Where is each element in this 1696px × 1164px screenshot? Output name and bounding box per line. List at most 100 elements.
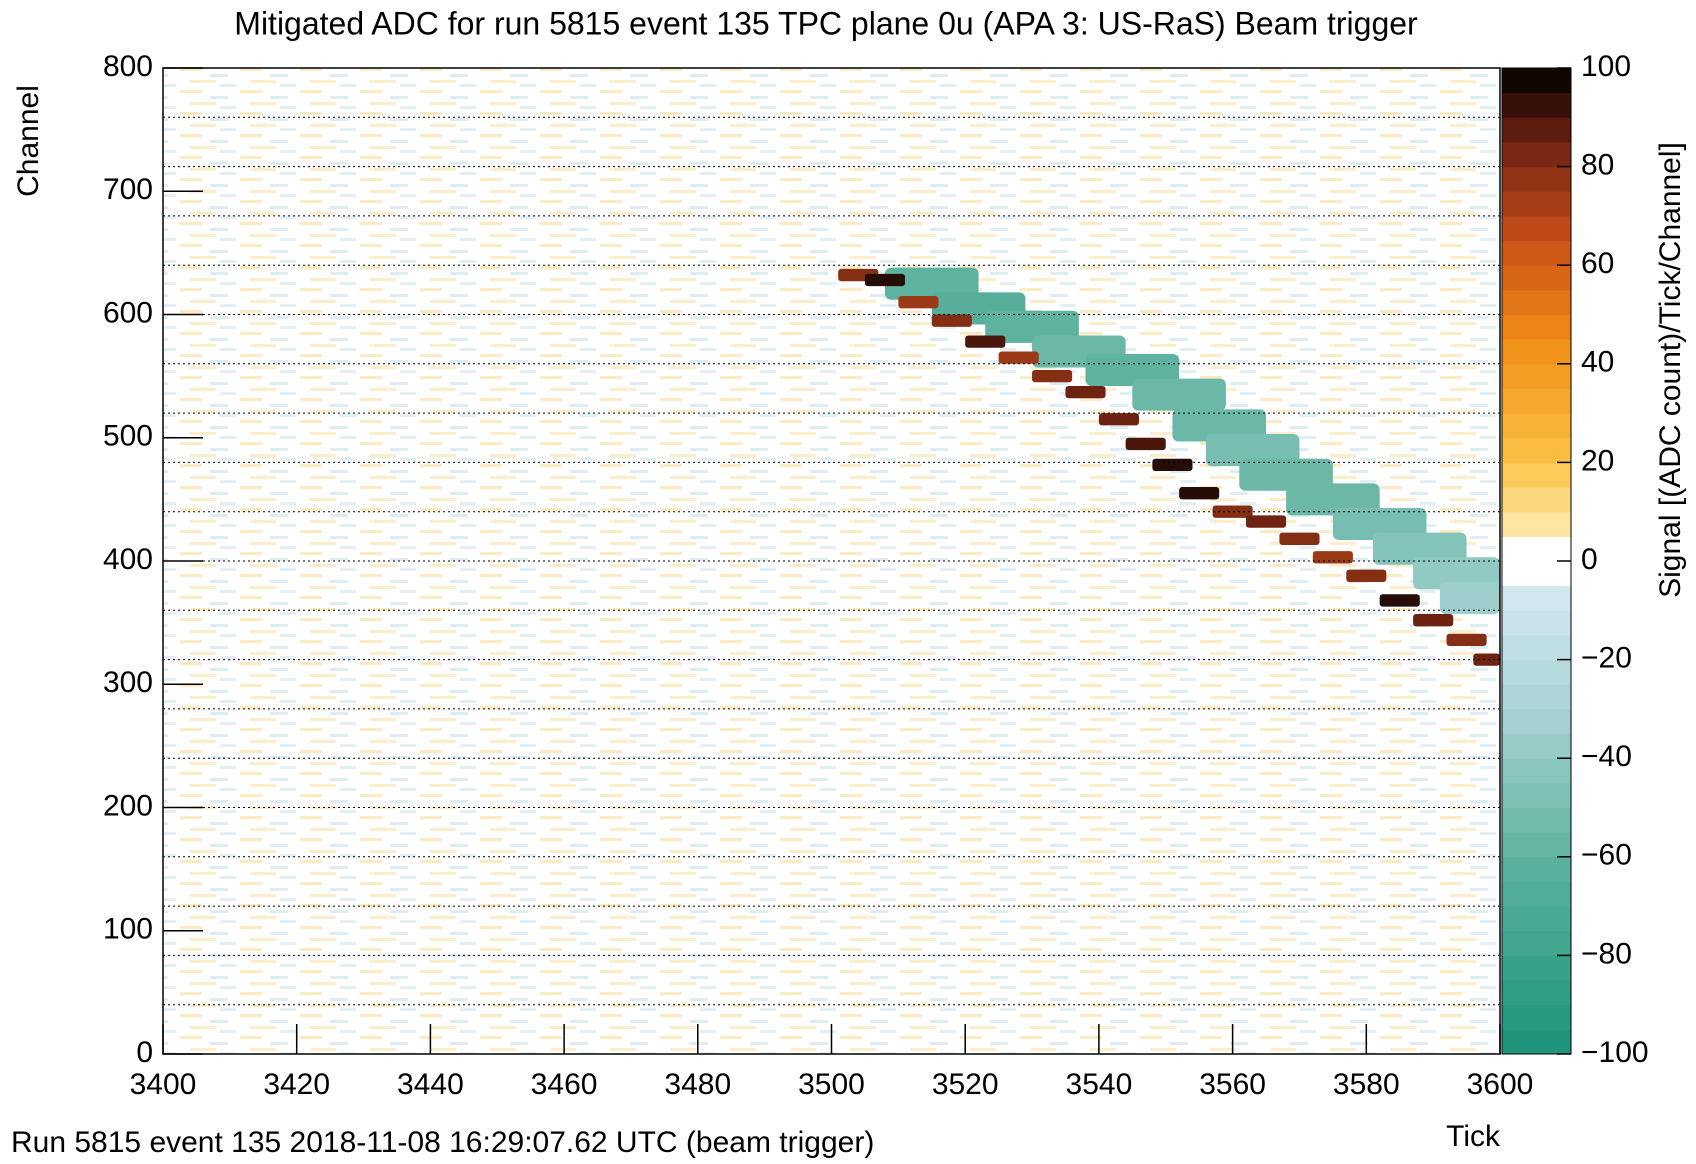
y-tick-label: 100 xyxy=(103,913,153,946)
heatmap-cell xyxy=(1379,594,1420,607)
colorbar-tick-label: 40 xyxy=(1581,346,1614,379)
footer: Run 5815 event 135 2018-11-08 16:29:07.6… xyxy=(11,1126,874,1159)
heatmap-cell xyxy=(1152,458,1193,472)
heatmap-cell xyxy=(1239,458,1333,491)
x-tick-label: 3520 xyxy=(932,1068,999,1101)
colorbar-tick-label: −20 xyxy=(1581,642,1632,675)
y-tick-label: 200 xyxy=(103,789,153,822)
colorbar-step xyxy=(1502,437,1571,463)
x-tick-label: 3560 xyxy=(1199,1068,1266,1101)
colorbar-step xyxy=(1502,388,1571,414)
heatmap-cell xyxy=(1413,613,1454,627)
colorbar-step xyxy=(1502,782,1571,808)
heatmap-cell xyxy=(1439,581,1500,614)
colorbar-step xyxy=(1502,462,1571,488)
heatmap-cell xyxy=(1179,487,1220,500)
colorbar-step xyxy=(1502,708,1571,735)
colorbar-label: Signal [(ADC count)/Tick/Channel] xyxy=(1654,142,1687,598)
x-tick-label: 3480 xyxy=(664,1068,731,1101)
chart-title: Mitigated ADC for run 5815 event 135 TPC… xyxy=(234,5,1418,41)
colorbar-step xyxy=(1502,585,1571,611)
y-tick-label: 600 xyxy=(103,296,153,329)
heatmap-cell xyxy=(1279,532,1320,545)
colorbar-step xyxy=(1502,191,1571,217)
colorbar-step xyxy=(1502,733,1571,759)
heatmap-cell xyxy=(931,314,972,327)
colorbar-step xyxy=(1502,363,1571,389)
colorbar-tick-label: −60 xyxy=(1581,839,1632,872)
colorbar-step xyxy=(1502,314,1571,340)
colorbar-step xyxy=(1502,832,1571,858)
colorbar-tick-label: −100 xyxy=(1581,1036,1649,1069)
heatmap-cell xyxy=(1312,551,1353,564)
colorbar-step xyxy=(1502,536,1571,562)
colorbar-step xyxy=(1502,758,1571,784)
heatmap-cell xyxy=(1446,633,1487,647)
colorbar-step xyxy=(1502,881,1571,907)
colorbar-step xyxy=(1502,68,1571,94)
colorbar-tick-label: 60 xyxy=(1581,247,1614,280)
colorbar-step xyxy=(1502,980,1571,1006)
x-tick-label: 3440 xyxy=(397,1068,464,1101)
colorbar-step xyxy=(1502,215,1571,242)
y-tick-label: 400 xyxy=(103,543,153,576)
heatmap-cell xyxy=(1098,413,1140,426)
colorbar-step xyxy=(1502,92,1571,118)
colorbar-step xyxy=(1502,289,1571,315)
x-tick-label: 3420 xyxy=(263,1068,330,1101)
heatmap-cell xyxy=(1205,434,1300,467)
colorbar-tick-label: −80 xyxy=(1581,937,1632,970)
colorbar-step xyxy=(1502,487,1571,513)
heatmap-cell xyxy=(1212,505,1253,518)
colorbar-step xyxy=(1502,265,1571,291)
heatmap-cell xyxy=(1065,385,1106,399)
x-tick-label: 3460 xyxy=(531,1068,598,1101)
y-tick-label: 700 xyxy=(103,173,153,206)
heatmap-cell xyxy=(1172,409,1267,442)
plot-frame xyxy=(162,67,1501,1055)
colorbar-step xyxy=(1502,634,1571,661)
heatmap-cell xyxy=(1372,532,1467,565)
colorbar-step xyxy=(1502,1029,1571,1055)
y-tick-label: 800 xyxy=(103,50,153,83)
heatmap-cell xyxy=(965,335,1006,348)
x-tick-label: 3600 xyxy=(1467,1068,1534,1101)
colorbar-tick-label: 80 xyxy=(1581,149,1614,182)
heatmap-cell xyxy=(1473,653,1500,666)
heatmap-cell xyxy=(1245,515,1287,528)
colorbar-tick-label: 0 xyxy=(1581,543,1598,576)
colorbar-tick-label: 20 xyxy=(1581,444,1614,477)
heatmap-cell xyxy=(884,267,979,300)
colorbar-step xyxy=(1502,1004,1571,1030)
heatmap-cell xyxy=(1085,353,1180,386)
colorbar-tick-label: 100 xyxy=(1581,50,1631,83)
colorbar-tick-label: −40 xyxy=(1581,740,1632,773)
heatmap-cell xyxy=(1286,483,1380,516)
x-axis-label: Tick xyxy=(1446,1120,1501,1153)
x-tick-label: 3400 xyxy=(130,1068,197,1101)
colorbar-step xyxy=(1502,610,1571,636)
heatmap-cell xyxy=(1346,569,1387,582)
heatmap-cell xyxy=(1125,437,1166,451)
colorbar-step xyxy=(1502,684,1571,710)
heatmap-cell xyxy=(998,351,1039,364)
colorbar-step xyxy=(1502,561,1571,587)
colorbar-step xyxy=(1502,413,1571,439)
x-tick-label: 3500 xyxy=(798,1068,865,1101)
colorbar-step xyxy=(1502,955,1571,981)
colorbar-step xyxy=(1502,240,1571,266)
y-axis-label: Channel xyxy=(12,85,45,197)
colorbar-step xyxy=(1502,906,1571,932)
colorbar-step xyxy=(1502,117,1571,143)
colorbar-step xyxy=(1502,511,1571,537)
colorbar-step xyxy=(1502,659,1571,685)
heatmap-cell xyxy=(1332,508,1427,541)
colorbar-step xyxy=(1502,807,1571,833)
x-tick-label: 3540 xyxy=(1066,1068,1133,1101)
colorbar-step xyxy=(1502,930,1571,956)
heatmap-cell xyxy=(1032,369,1073,383)
heatmap-cell xyxy=(985,310,1079,343)
x-tick-label: 3580 xyxy=(1333,1068,1400,1101)
y-tick-label: 0 xyxy=(136,1036,153,1069)
